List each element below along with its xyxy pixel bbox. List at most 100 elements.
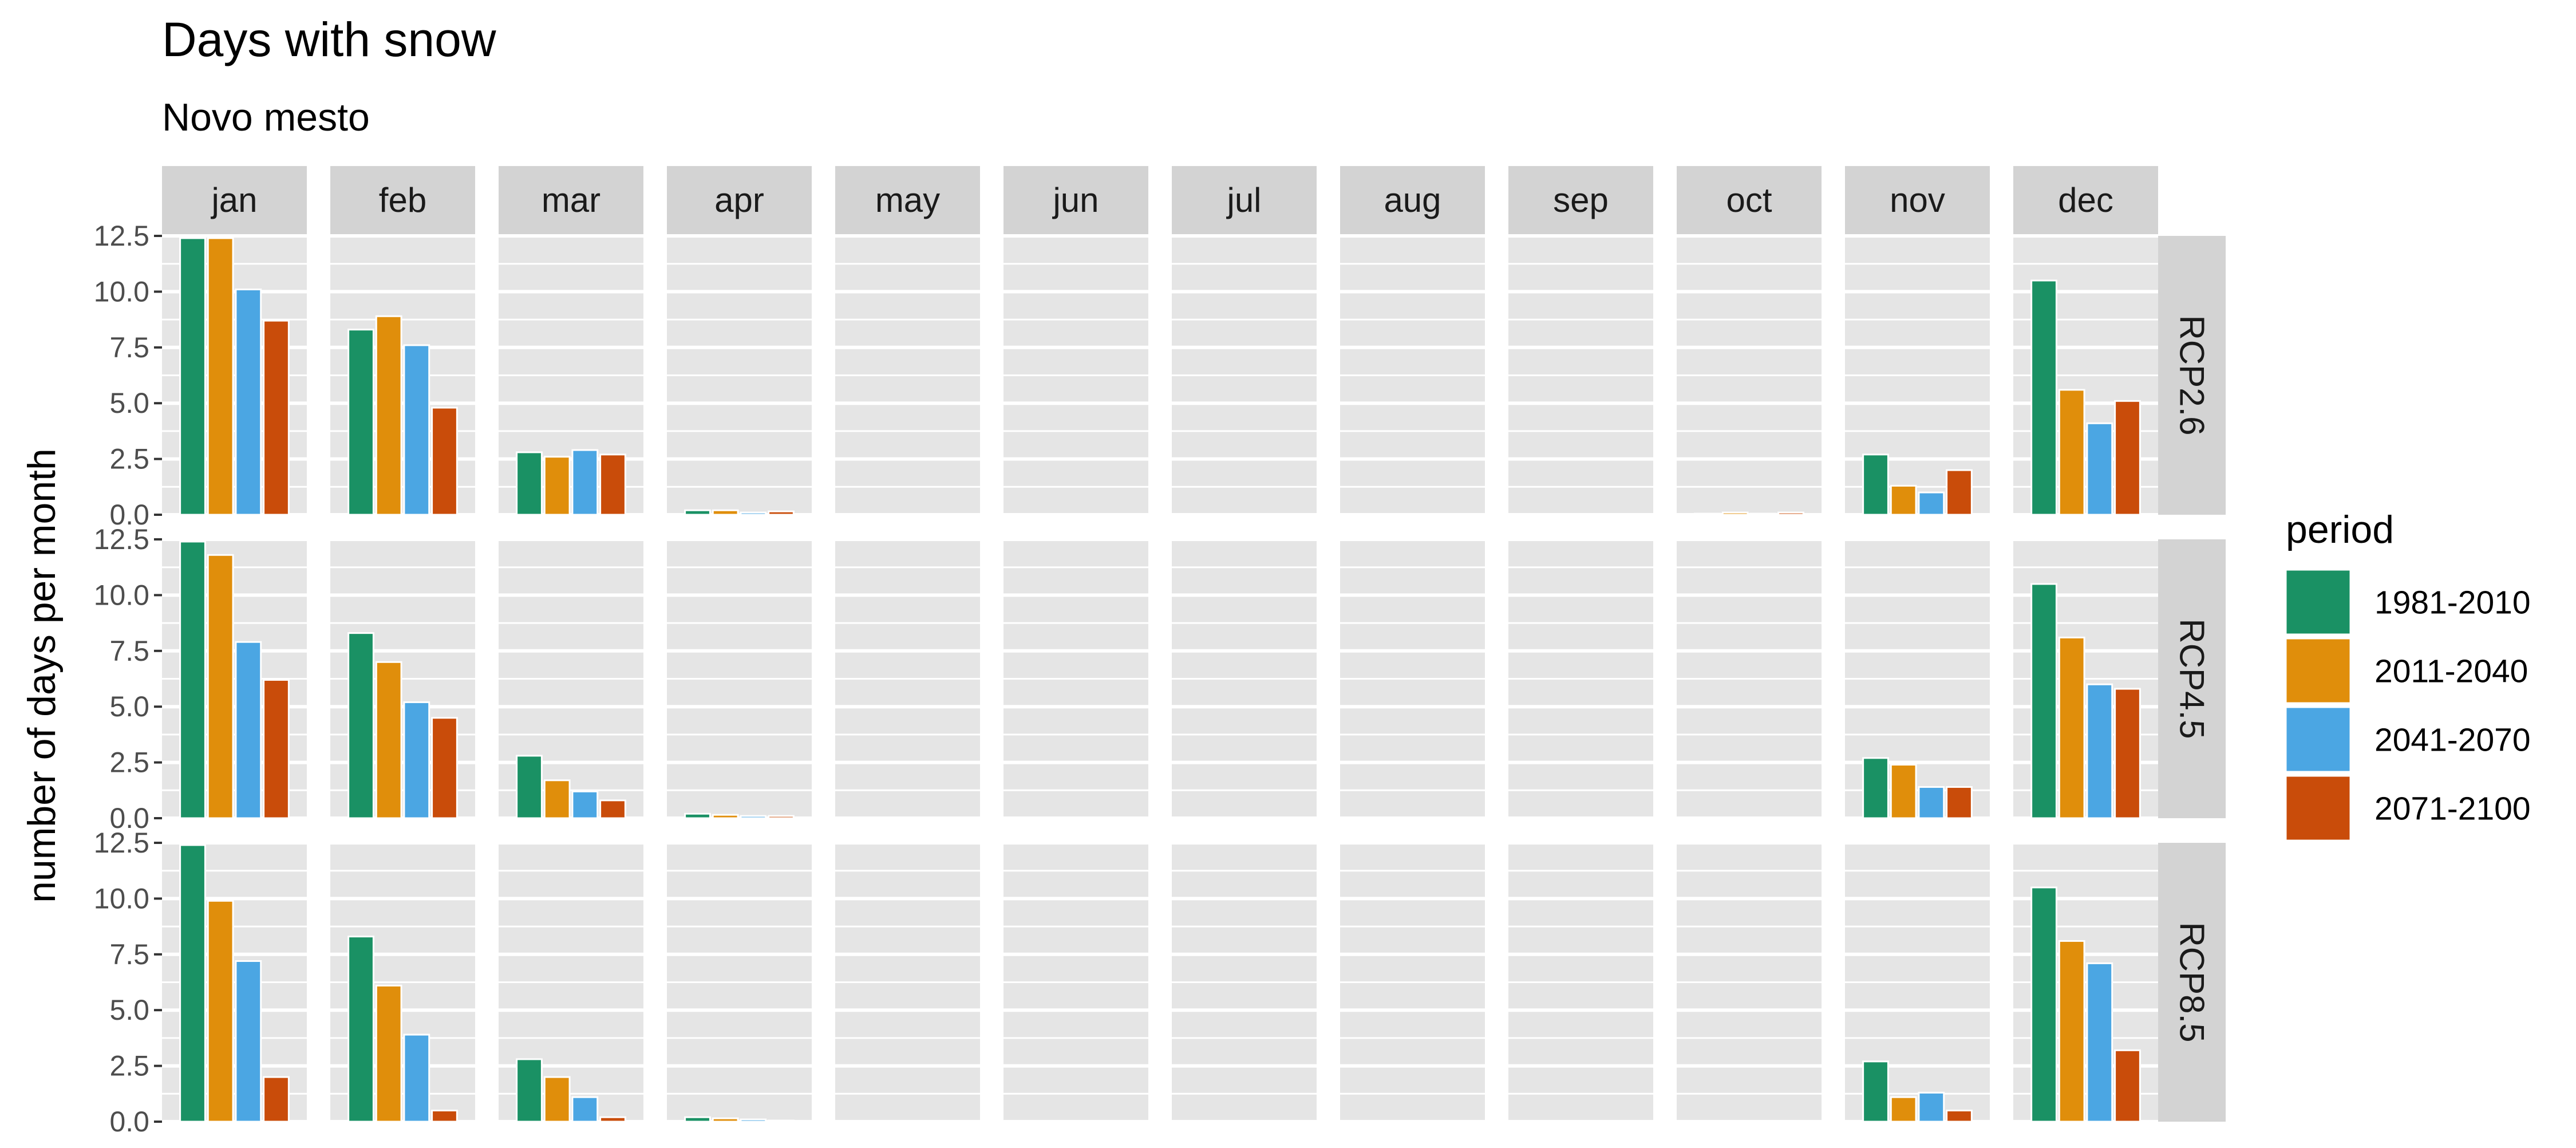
bar [2114,1049,2141,1123]
scenario-strip-label: RCP4.5 [2173,618,2211,739]
bar [1890,1096,1917,1123]
bar [712,814,739,819]
bar [347,329,374,516]
bar [599,1116,626,1123]
bar [543,1076,571,1123]
legend-label: 2071-2100 [2374,791,2531,827]
bar [403,1033,430,1123]
legend-label: 1981-2010 [2374,585,2531,621]
bar [712,509,739,516]
bar [263,678,290,819]
bar [1890,484,1917,516]
y-tick-label: 2.5 [109,1050,149,1082]
bar [2114,400,2141,516]
bar [1862,757,1889,819]
bar [375,661,402,819]
y-tick-label: 2.5 [109,747,149,779]
bar [684,1116,711,1123]
bar [207,237,234,516]
bar [263,319,290,516]
month-strip [2013,166,2158,235]
bar [347,936,374,1123]
bar [516,1058,543,1123]
legend: 1981-2010 2011-2040 2041-2070 2071-2100 [2285,569,2531,842]
month-strip-label: jun [1052,181,1099,219]
bar [2030,886,2057,1123]
bar [516,755,543,819]
chart-title: Days with snow [162,13,496,66]
bar [179,237,206,516]
bar [235,960,262,1123]
bar [207,554,234,819]
month-strip-label: jul [1226,181,1261,219]
month-strip-label: apr [714,181,764,219]
bar [599,799,626,819]
y-tick-label: 12.5 [94,220,149,252]
month-strip [1340,166,1485,235]
legend-title: period [2286,508,2394,551]
y-tick-label: 12.5 [94,523,149,555]
bar [571,790,599,819]
bar [1918,786,1945,819]
bar [543,456,571,516]
scenario-strip-label: RCP2.6 [2173,315,2211,435]
y-tick-label: 12.5 [94,827,149,859]
legend-key [2285,775,2352,842]
month-strip-label: aug [1384,181,1441,219]
bar [1721,511,1749,516]
bar [431,717,458,819]
bar [1862,453,1889,516]
bar [516,451,543,516]
y-tick-label: 0.0 [109,499,149,531]
legend-key [2285,637,2352,704]
bar [684,509,711,516]
bar [375,984,402,1123]
bar [179,844,206,1123]
bar [1946,469,1973,516]
bar [1777,511,1804,516]
y-tick-label: 0.0 [109,802,149,834]
bar [403,344,430,516]
bar [2058,940,2085,1123]
bar [768,815,795,819]
bar [740,511,767,516]
y-tick-label: 0.0 [109,1106,149,1138]
y-tick-label: 10.0 [94,882,149,914]
y-tick-label: 7.5 [109,938,149,971]
month-strip-label: sep [1553,181,1609,219]
bar [431,1110,458,1123]
bar [403,701,430,819]
bar [1890,763,1917,819]
scenario-strip [2158,539,2226,818]
month-strip-label: jan [210,181,257,219]
bar [263,1076,290,1123]
bar [599,453,626,516]
month-strip [1003,166,1148,235]
bar [1946,1110,1973,1123]
month-strip-label: feb [379,181,426,219]
bar [375,315,402,516]
bar [2114,688,2141,819]
month-strip-label: may [875,181,940,219]
month-strip [1845,166,1990,235]
y-tick-label: 7.5 [109,635,149,667]
chart-subtitle: Novo mesto [162,96,370,139]
legend-key [2285,569,2352,636]
bar [1694,512,1721,516]
month-strip-label: mar [542,181,600,219]
facet-panels: jan feb mar apr may jun jul aug sep oct nov dec RCP2… [94,166,2226,1138]
bar [740,815,767,819]
month-strip [330,166,475,235]
scenario-strip [2158,843,2226,1122]
bar [2030,583,2057,819]
month-strip [162,166,307,235]
legend-key [2285,706,2352,773]
bar [2058,389,2085,516]
legend-label: 2041-2070 [2374,722,2531,759]
scenario-strip-label: RCP8.5 [2173,922,2211,1042]
bar [2030,279,2057,516]
bar [207,900,234,1123]
y-tick-label: 5.0 [109,994,149,1026]
